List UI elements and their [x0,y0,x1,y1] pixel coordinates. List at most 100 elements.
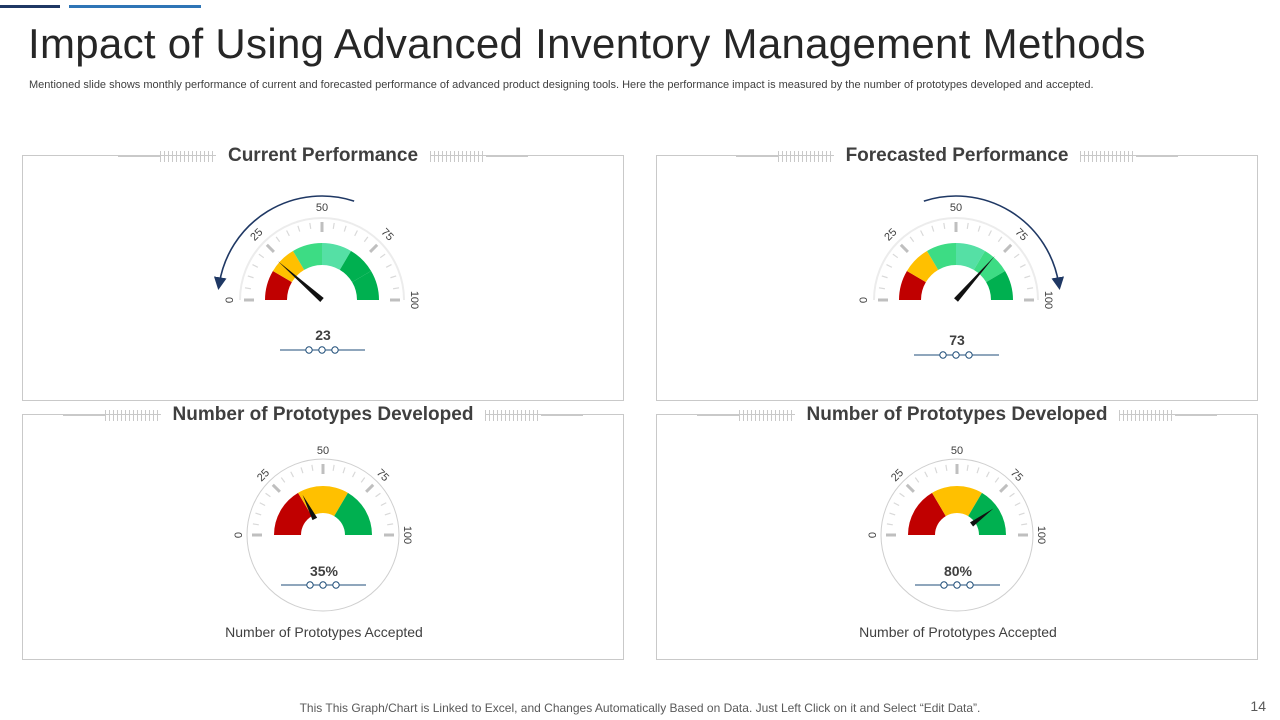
tick-label: 100 [408,291,420,309]
major-tick [365,483,375,493]
accent-bar-dark [0,5,60,8]
tick-label: 0 [867,532,879,538]
tick-label: 75 [379,226,396,243]
gauge-value-label: 23 [315,327,331,343]
minor-tick [892,253,899,259]
minor-tick [286,230,290,237]
minor-tick [300,467,304,474]
dial-outline [246,458,400,612]
minor-tick [259,502,266,507]
panel-header: Number of Prototypes Developed [657,403,1257,427]
minor-tick [985,471,990,478]
minor-tick [920,230,924,237]
minor-tick [914,477,920,483]
value-marker-dot [940,581,948,589]
minor-tick [387,523,394,526]
minor-tick [385,264,392,268]
header-decoration-right [1119,409,1218,421]
minor-tick [1024,275,1031,279]
minor-tick [931,225,935,232]
gauge-band [926,243,956,270]
gauge-panel-forecasted[interactable]: Forecasted Performance 0 25 50 75 100 73 [656,145,1258,401]
gauge-panel-prototypes-left[interactable]: Number of Prototypes Developed 0 25 50 75 10… [22,404,624,660]
minor-tick [945,464,948,471]
slide-subtitle: Mentioned slide shows monthly performanc… [29,79,1094,91]
minor-tick [966,464,969,471]
accent-bar-light [69,5,201,8]
value-marker-dot [953,581,961,589]
gauge-panel-prototypes-right[interactable]: Number of Prototypes Developed 0 25 50 75 10… [656,404,1258,660]
tick-label: 25 [882,226,899,243]
value-marker-dot [331,346,339,354]
minor-tick [934,467,938,474]
minor-tick [886,523,893,526]
minor-tick [997,236,1003,243]
major-tick [271,483,281,493]
minor-tick [351,471,356,478]
panel-header: Forecasted Performance [657,144,1257,168]
panel-title: Current Performance [215,145,431,167]
value-marker-dot [966,581,974,589]
minor-tick [247,275,254,279]
value-marker-dot [939,351,947,359]
panel-header: Number of Prototypes Developed [23,403,623,427]
minor-tick [390,275,397,279]
gauge-value-label: 80% [943,563,973,579]
trend-arrow [923,195,1065,291]
major-tick [899,243,909,253]
minor-tick [977,225,981,232]
minor-tick [297,225,301,232]
major-tick [999,483,1009,493]
major-tick [905,483,915,493]
page-number: 14 [1250,698,1266,714]
minor-tick [994,477,1000,483]
gauge-band [265,270,292,300]
gauge-caption: Number of Prototypes Accepted [859,624,1057,640]
minor-tick [244,287,251,290]
minor-tick [893,502,900,507]
gauge-band [986,270,1013,300]
minor-tick [878,287,885,290]
value-marker-dot [952,351,960,359]
gauge-band [956,243,986,270]
value-marker-dot [965,351,973,359]
gauge-band [292,243,322,270]
value-marker-dot [305,346,313,354]
minor-tick [309,222,312,229]
gauge-band [322,243,352,270]
gauge-needle [954,255,996,302]
gauge-needle [302,494,318,521]
minor-tick [1014,502,1021,507]
minor-tick [889,512,896,516]
value-marker-dot [306,581,314,589]
gauge-caption: Number of Prototypes Accepted [225,624,423,640]
minor-tick [380,502,387,507]
minor-tick [1021,523,1028,526]
minor-tick [1018,512,1025,516]
minor-tick [988,230,992,237]
gauge-needle [970,508,994,527]
value-marker-dot [319,581,327,589]
panel-title: Number of Prototypes Developed [794,404,1120,426]
header-decoration-right [430,150,529,162]
minor-tick [384,512,391,516]
tick-label: 50 [316,202,328,214]
minor-tick [252,264,259,268]
minor-tick [332,464,335,471]
slide-title: Impact of Using Advanced Inventory Manag… [28,20,1146,67]
header-decoration-left [735,150,834,162]
gauge-band [334,492,372,535]
gauge-panel-current[interactable]: Current Performance 0 25 50 75 100 23 [22,145,624,401]
tick-label: 25 [248,226,265,243]
minor-tick [363,236,369,243]
gauge-needle [277,260,324,302]
minor-tick [881,275,888,279]
gauge-value-label: 73 [949,332,965,348]
header-decoration-left [62,409,161,421]
dial-track [873,217,1039,301]
header-decoration-right [1080,150,1179,162]
